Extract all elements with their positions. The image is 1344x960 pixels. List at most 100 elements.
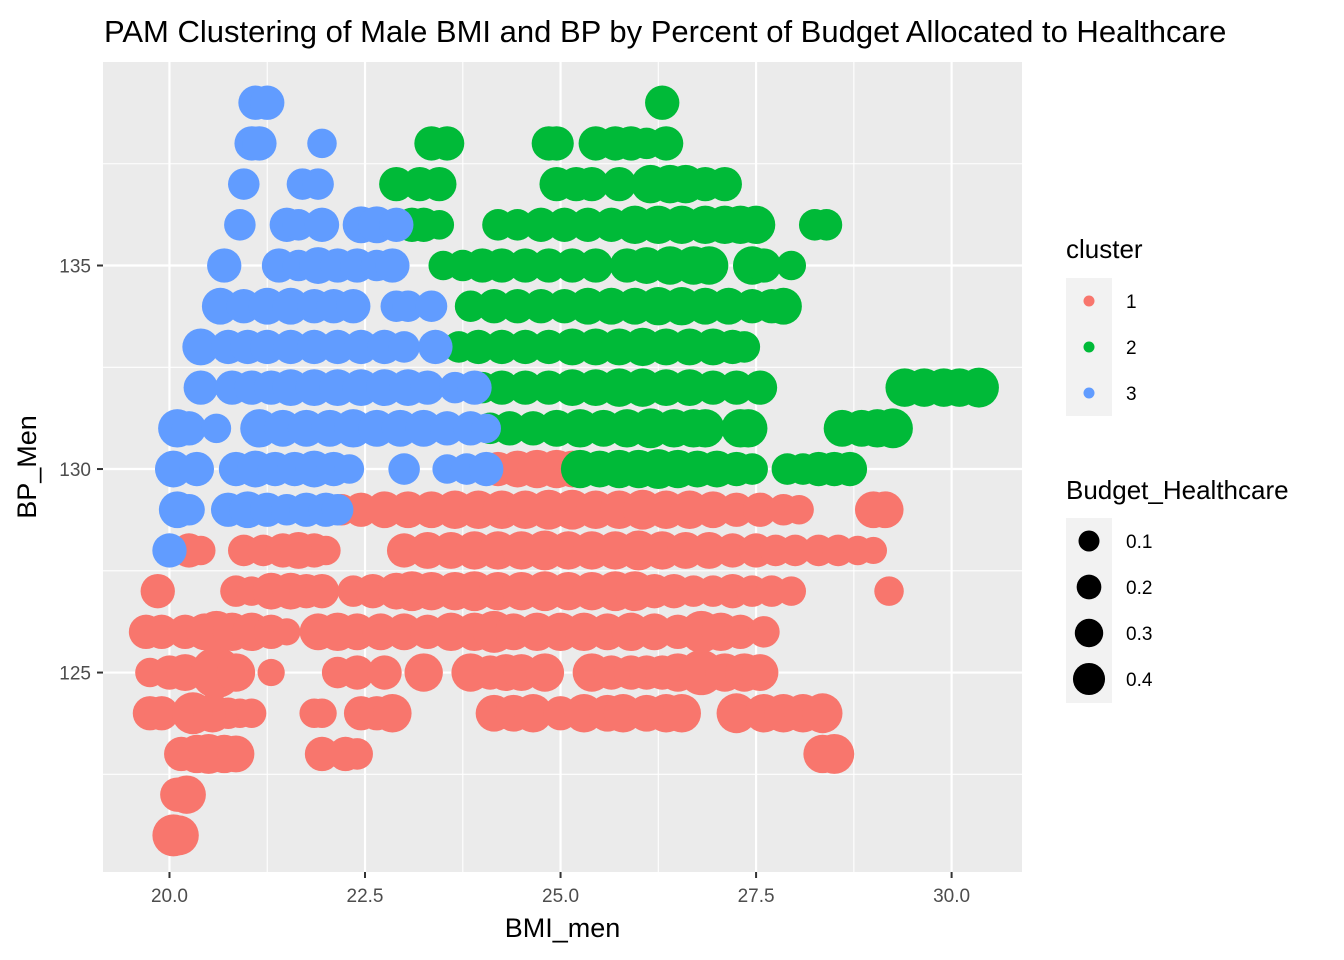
y-tick-label: 135: [59, 257, 91, 278]
data-point: [311, 535, 341, 566]
data-point: [273, 618, 301, 646]
data-point: [539, 126, 574, 161]
data-point: [779, 534, 811, 567]
data-point: [648, 126, 684, 161]
data-point: [167, 775, 206, 814]
data-point: [776, 576, 807, 606]
data-point: [340, 655, 375, 690]
data-point: [736, 205, 776, 245]
data-point: [216, 653, 256, 692]
size-legend-label: 0.4: [1126, 670, 1153, 691]
data-point: [555, 248, 590, 283]
size-legend-label: 0.3: [1126, 624, 1152, 645]
data-point: [810, 209, 843, 241]
data-point: [454, 290, 487, 322]
data-point: [304, 573, 340, 609]
data-point: [388, 453, 420, 485]
x-tick-label: 27.5: [738, 886, 775, 907]
data-point: [250, 329, 285, 365]
size-legend-key: [1074, 618, 1104, 648]
data-point: [307, 128, 337, 159]
data-point: [343, 329, 379, 365]
data-point: [707, 166, 742, 202]
data-point: [859, 536, 888, 565]
color-legend: cluster 1 2 3: [1066, 234, 1143, 416]
data-point: [723, 614, 758, 650]
color-legend-key: [1083, 295, 1095, 307]
data-point: [228, 168, 260, 200]
color-legend-title: cluster: [1066, 234, 1143, 264]
size-legend-title: Budget_Healthcare: [1066, 475, 1289, 505]
data-point: [689, 246, 729, 285]
color-legend-label: 1: [1126, 292, 1137, 313]
data-point: [570, 207, 606, 242]
data-point: [415, 290, 448, 322]
data-point: [719, 492, 754, 527]
data-points: [128, 85, 999, 857]
data-point: [341, 738, 373, 770]
data-point: [716, 693, 757, 734]
y-axis-title: BP_Men: [12, 415, 42, 519]
data-point: [802, 693, 843, 734]
data-point: [429, 411, 465, 446]
data-point: [476, 289, 512, 324]
data-point: [814, 734, 855, 774]
data-point: [201, 413, 232, 444]
data-point: [379, 166, 414, 202]
data-point: [832, 451, 868, 487]
data-point: [695, 370, 731, 405]
data-point: [140, 573, 175, 609]
data-point: [273, 329, 308, 365]
data-point: [715, 533, 750, 568]
data-point: [179, 451, 215, 487]
data-point: [207, 248, 242, 283]
data-point: [547, 207, 582, 242]
data-point: [302, 168, 334, 200]
data-point: [866, 491, 904, 529]
data-point: [422, 166, 457, 202]
data-point: [523, 289, 559, 324]
y-tick-label: 125: [59, 664, 91, 685]
data-point: [736, 453, 768, 485]
data-point: [729, 409, 768, 448]
x-tick-label: 30.0: [933, 886, 970, 907]
size-legend: Budget_Healthcare 0.1 0.2 0.3 0.4: [1066, 475, 1289, 703]
data-point: [336, 289, 371, 324]
data-point: [484, 370, 520, 405]
y-tick-label: 130: [59, 460, 91, 481]
data-point: [525, 653, 565, 692]
data-point: [158, 815, 199, 856]
data-point: [461, 329, 496, 365]
color-legend-label: 3: [1126, 384, 1137, 405]
data-point: [574, 166, 609, 202]
color-legend-label: 2: [1126, 338, 1137, 359]
data-point: [959, 367, 999, 408]
color-legend-key: [1083, 341, 1095, 353]
data-point: [410, 370, 445, 405]
data-point: [471, 413, 501, 444]
data-point: [776, 250, 807, 281]
size-legend-label: 0.1: [1126, 532, 1152, 553]
color-legend-key: [1083, 387, 1095, 399]
size-legend-key: [1072, 662, 1106, 696]
data-point: [236, 698, 267, 729]
data-point: [508, 329, 543, 365]
data-point: [307, 698, 337, 729]
data-point: [429, 126, 465, 161]
data-point: [728, 331, 761, 363]
data-point: [484, 329, 520, 365]
size-legend-label: 0.2: [1126, 578, 1152, 599]
x-tick-label: 22.5: [347, 886, 384, 907]
data-point: [523, 207, 559, 242]
data-point: [144, 696, 179, 731]
data-point: [186, 535, 216, 566]
data-point: [304, 736, 340, 772]
data-point: [748, 616, 780, 648]
x-tick-label: 25.0: [542, 886, 579, 907]
data-point: [501, 209, 534, 241]
data-point: [531, 248, 566, 283]
data-point: [321, 493, 354, 526]
data-point: [257, 658, 285, 687]
data-point: [746, 248, 782, 283]
data-point: [492, 411, 527, 446]
